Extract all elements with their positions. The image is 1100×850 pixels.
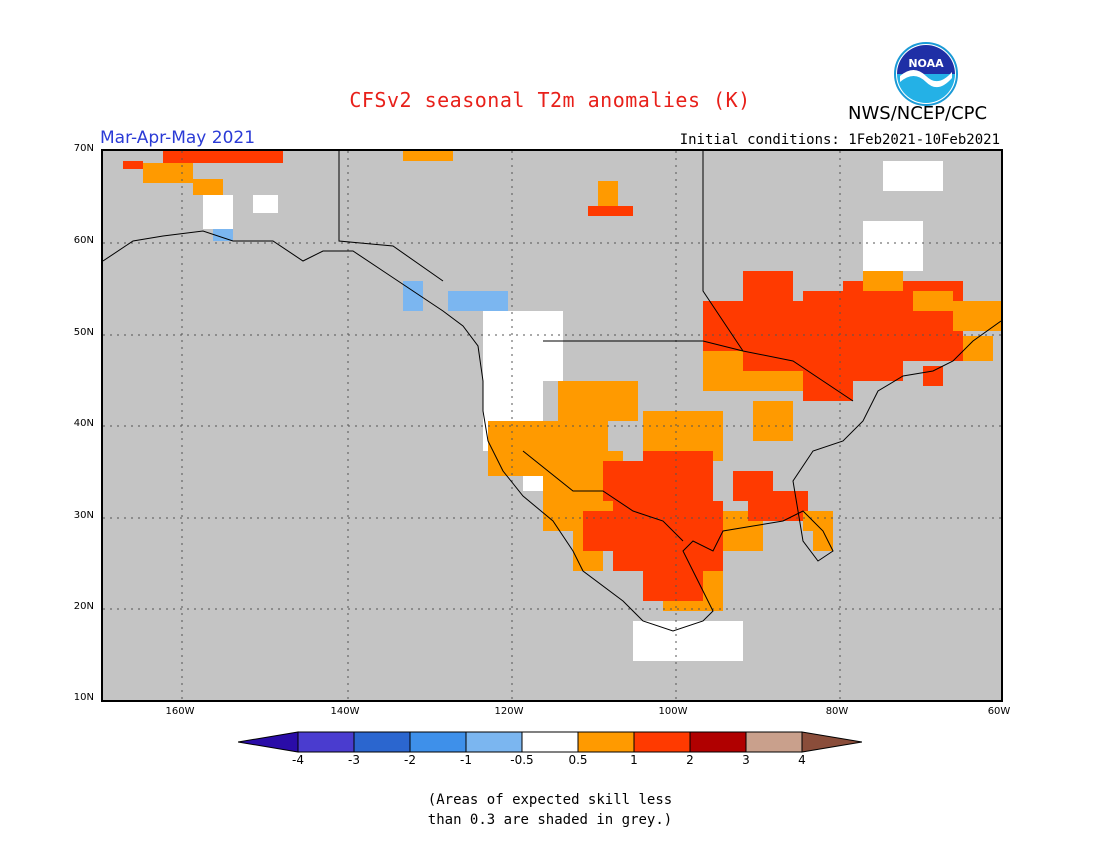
legend-swatch [689,731,747,753]
lon-label: 120W [494,706,524,717]
anomaly-cells-northeast [703,271,1001,551]
graticule [103,151,1001,700]
legend-swatch [633,731,691,753]
lon-label: 100W [658,706,688,717]
lat-label: 20N [73,601,94,612]
legend-tick: 3 [742,753,750,767]
legend-tick: -4 [292,753,304,767]
lat-label: 50N [73,327,94,338]
anomaly-cells-north [123,151,943,271]
legend-swatch [238,731,299,753]
organization-label: NWS/NCEP/CPC [848,103,988,124]
lat-label: 60N [73,235,94,246]
legend-swatch [521,731,579,753]
legend-swatch [745,731,803,753]
color-legend-bar [238,731,862,753]
lat-label: 10N [73,692,94,703]
legend-swatch [801,731,862,753]
legend-swatch [577,731,635,753]
noaa-logo: NOAA [894,42,958,106]
legend-swatch [353,731,411,753]
lat-label: 40N [73,418,94,429]
svg-text:NOAA: NOAA [908,57,944,70]
legend-swatch [297,731,355,753]
legend-tick: -0.5 [510,753,534,767]
skill-note-line2: than 0.3 are shaded in grey.) [427,812,673,828]
chart-title: CFSv2 seasonal T2m anomalies (K) [349,88,751,112]
season-label: Mar-Apr-May 2021 [100,128,256,148]
legend-tick: 1 [630,753,638,767]
lat-label: 30N [73,510,94,521]
lat-label: 70N [73,143,94,154]
anomaly-map [101,149,1003,702]
legend-tick: -3 [348,753,360,767]
anomaly-cells-south [583,451,833,601]
legend-swatch [409,731,467,753]
legend-swatch [465,731,523,753]
legend-tick: -2 [404,753,416,767]
lon-label: 60W [987,706,1011,717]
lon-label: 160W [165,706,195,717]
legend-tick: -1 [460,753,472,767]
coastlines [103,151,1001,632]
legend-tick: 0.5 [568,753,588,767]
legend-tick: 4 [798,753,806,767]
lon-label: 80W [825,706,849,717]
legend-tick: 2 [686,753,694,767]
initial-conditions: Initial conditions: 1Feb2021-10Feb2021 [679,132,1000,148]
skill-note-line1: (Areas of expected skill less [427,792,673,808]
lon-label: 140W [330,706,360,717]
